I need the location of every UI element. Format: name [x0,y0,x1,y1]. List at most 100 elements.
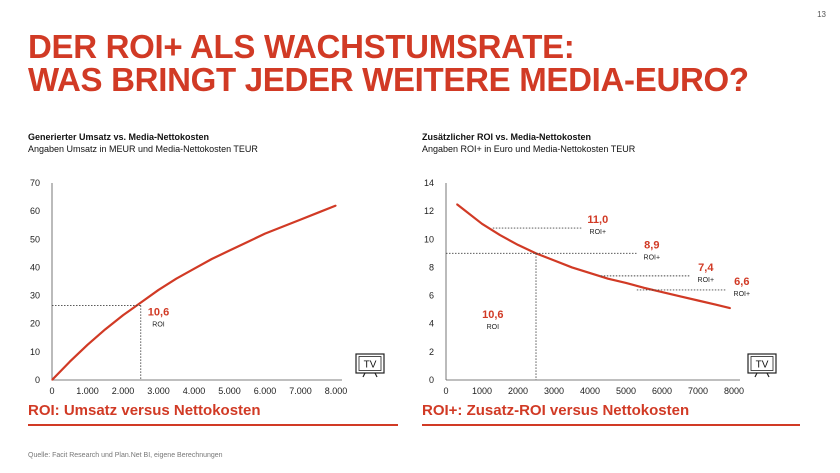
right-chart-title: Zusätzlicher ROI vs. Media-Nettokosten [422,132,592,142]
left-data-point [104,328,106,330]
left-series-line [51,204,337,381]
title-line-2: WAS BRINGT JEDER WEITERE MEDIA-EURO? [28,61,749,98]
right-x-tick-label: 8000 [724,386,744,396]
right-caption-rule [422,424,800,426]
right-roi-plus-unit-label: ROI+ [644,254,661,261]
right-chart-heading: Zusätzlicher ROI vs. Media-Nettokosten A… [422,131,635,155]
right-roi-plus-value-label: 6,6 [734,276,749,288]
left-data-point [211,258,213,260]
right-roi-plus-unit-label: ROI+ [698,277,715,284]
right-data-point [729,307,731,309]
left-x-tick-label: 4.000 [183,386,206,396]
right-y-tick-label: 6 [429,291,434,301]
right-chart-subtitle: Angaben ROI+ in Euro und Media-Nettokost… [422,144,636,154]
left-data-point [86,344,89,346]
left-data-point [69,361,71,363]
right-roi-plus-value-label: 8,9 [644,239,659,251]
left-y-tick-label: 50 [30,234,40,244]
right-data-point [571,266,573,269]
right-roi-value-label: 10,6 [482,309,503,321]
tv-leg-right [766,372,770,378]
left-y-tick-label: 20 [30,319,40,329]
right-y-tick-label: 12 [424,206,434,216]
right-y-tick-label: 4 [429,319,434,329]
tv-leg-right [374,372,378,378]
right-x-tick-label: 6000 [652,386,672,396]
left-x-tick-label: 2.000 [112,386,135,396]
right-roi-plus-unit-label: ROI+ [590,229,607,236]
left-x-tick-label: 5.000 [218,386,241,396]
left-x-tick-label: 6.000 [254,386,277,396]
right-x-tick-label: 3000 [544,386,564,396]
tv-screen [747,353,777,374]
left-data-point [228,249,231,252]
right-y-tick-label: 0 [429,375,434,385]
right-roi-plus-value-label: 11,0 [587,214,608,226]
left-chart-subtitle: Angaben Umsatz in MEUR und Media-Nettoko… [28,144,258,154]
tv-leg-left [754,372,758,378]
left-y-tick-label: 70 [30,178,40,188]
left-chart-caption: ROI: Umsatz versus Nettokosten [28,402,261,419]
left-x-tick-label: 3.000 [147,386,170,396]
left-y-tick-label: 30 [30,291,40,301]
left-x-tick-label: 1.000 [76,386,99,396]
left-chart-title: Generierter Umsatz vs. Media-Nettokosten [28,132,210,142]
right-data-point [697,299,699,302]
tv-icon: TV [355,353,385,378]
right-data-point [607,278,609,280]
right-y-tick-label: 14 [424,178,434,188]
left-caption-rule [28,424,398,426]
right-chart-caption: ROI+: Zusatz-ROI versus Nettokosten [422,402,690,419]
page-title: DER ROI+ ALS WACHSTUMSRATE: WAS BRINGT J… [28,30,749,96]
left-roi-unit-label: ROI [152,321,165,328]
right-y-tick-label: 2 [429,347,434,357]
left-roi-value-label: 10,6 [148,306,169,318]
right-x-tick-label: 4000 [580,386,600,396]
source-note: Quelle: Facit Research und Plan.Net BI, … [28,452,223,459]
right-data-point [553,259,555,261]
tv-inner-screen [358,356,382,371]
left-data-point [317,211,319,214]
tv-label: TV [364,360,377,371]
right-y-tick-label: 8 [429,262,434,272]
right-data-point [499,234,501,236]
left-x-tick-label: 0 [49,386,54,396]
left-data-point [246,241,248,243]
left-data-point [51,379,53,381]
right-data-point [456,203,458,205]
left-data-point [193,268,195,270]
tv-icon: TV [747,353,777,378]
left-data-point [335,204,337,207]
left-y-tick-label: 60 [30,206,40,216]
left-y-tick-label: 0 [35,375,40,385]
tv-label: TV [756,360,769,371]
right-data-point [625,282,627,284]
right-roi-plus-unit-label: ROI+ [734,291,751,298]
right-data-point [481,223,483,225]
left-y-tick-label: 40 [30,262,40,272]
left-x-tick-label: 8.000 [325,386,348,396]
right-x-tick-label: 7000 [688,386,708,396]
left-data-point [140,302,142,304]
left-data-point [264,233,266,235]
right-data-point [715,304,717,306]
title-line-1: DER ROI+ ALS WACHSTUMSRATE: [28,28,575,65]
right-roi-unit-label: ROI [487,324,500,331]
right-y-tick-label: 10 [424,234,434,244]
right-data-point [517,244,519,246]
left-y-tick-label: 10 [30,347,40,357]
right-data-point [589,272,591,274]
tv-inner-screen [750,356,774,371]
right-chart: 0 2 4 6 8 10 12 14 0 1000 2000 3000 4000 5000 6000 7000… [424,178,777,396]
right-roi-plus-value-label: 7,4 [698,262,714,274]
right-data-point [463,209,465,211]
left-chart-heading: Generierter Umsatz vs. Media-Nettokosten… [28,131,258,155]
left-data-point [175,278,177,280]
tv-leg-left [362,372,366,378]
left-data-point [282,226,284,228]
right-x-tick-label: 5000 [616,386,636,396]
right-data-point [661,291,663,293]
left-chart: 0 10 20 30 40 50 60 70 0 1.000 2.000 3.000 4.000 5.00… [30,178,385,396]
tv-screen [355,353,385,374]
right-x-tick-label: 2000 [508,386,528,396]
